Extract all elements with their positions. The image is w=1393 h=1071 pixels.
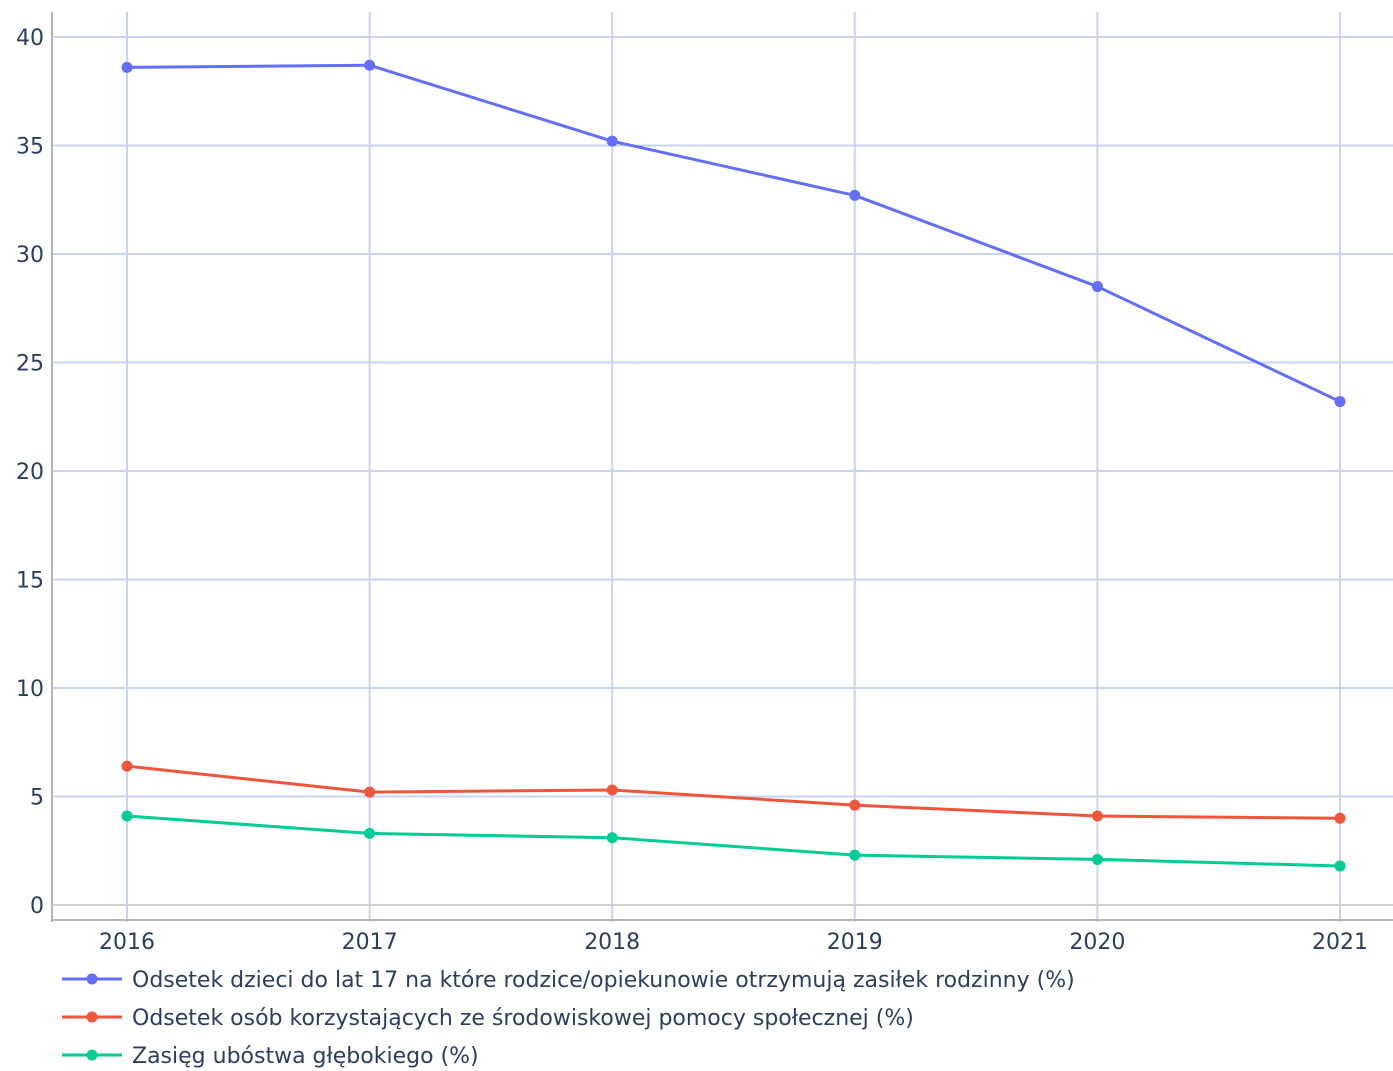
legend: Odsetek dzieci do lat 17 na które rodzic… (62, 968, 1075, 1069)
legend-label: Odsetek dzieci do lat 17 na które rodzic… (132, 968, 1075, 993)
y-tick-label: 15 (16, 569, 44, 594)
y-tick-label: 5 (30, 786, 44, 811)
y-tick-label: 0 (30, 894, 44, 919)
legend-swatch-marker (86, 1049, 98, 1061)
series-line (126, 814, 1341, 868)
axes: 0 5 10 15 20 25 30 35 40 2016 2017 2018 2019 2020 2021 (16, 12, 1393, 955)
x-tick-label: 2016 (99, 930, 155, 955)
y-tick-label: 35 (16, 135, 44, 160)
series-line (126, 63, 1341, 403)
data-point[interactable] (1334, 860, 1346, 872)
legend-swatch-marker (86, 973, 98, 985)
x-tick-label: 2019 (827, 930, 883, 955)
data-point[interactable] (364, 786, 376, 798)
legend-label: Odsetek osób korzystających ze środowisk… (132, 1006, 914, 1031)
data-point[interactable] (1334, 396, 1346, 408)
y-tick-label: 30 (16, 243, 44, 268)
legend-item[interactable]: Odsetek osób korzystających ze środowisk… (62, 1006, 914, 1031)
data-point[interactable] (849, 849, 861, 861)
x-tick-label: 2021 (1312, 930, 1368, 955)
data-point[interactable] (121, 810, 133, 822)
y-tick-label: 20 (16, 460, 44, 485)
x-tick-label: 2020 (1069, 930, 1125, 955)
legend-swatch-marker (86, 1011, 98, 1023)
legend-item[interactable]: Zasięg ubóstwa głębokiego (%) (62, 1044, 479, 1069)
grid (52, 12, 1393, 922)
series-lines (121, 59, 1346, 872)
data-point[interactable] (1334, 812, 1346, 824)
x-tick-label: 2018 (584, 930, 640, 955)
y-tick-label: 40 (16, 26, 44, 51)
legend-label: Zasięg ubóstwa głębokiego (%) (132, 1044, 479, 1069)
data-point[interactable] (1091, 281, 1103, 293)
x-tick-label: 2017 (342, 930, 398, 955)
data-point[interactable] (606, 832, 618, 844)
data-point[interactable] (606, 135, 618, 147)
data-point[interactable] (121, 760, 133, 772)
data-point[interactable] (849, 799, 861, 811)
data-point[interactable] (364, 827, 376, 839)
series-line (126, 764, 1341, 820)
y-tick-label: 10 (16, 677, 44, 702)
legend-item[interactable]: Odsetek dzieci do lat 17 na które rodzic… (62, 968, 1075, 993)
y-tick-label: 25 (16, 352, 44, 377)
data-point[interactable] (606, 784, 618, 796)
data-point[interactable] (121, 61, 133, 73)
data-point[interactable] (1091, 810, 1103, 822)
data-point[interactable] (364, 59, 376, 71)
data-point[interactable] (1091, 853, 1103, 865)
data-point[interactable] (849, 189, 861, 201)
